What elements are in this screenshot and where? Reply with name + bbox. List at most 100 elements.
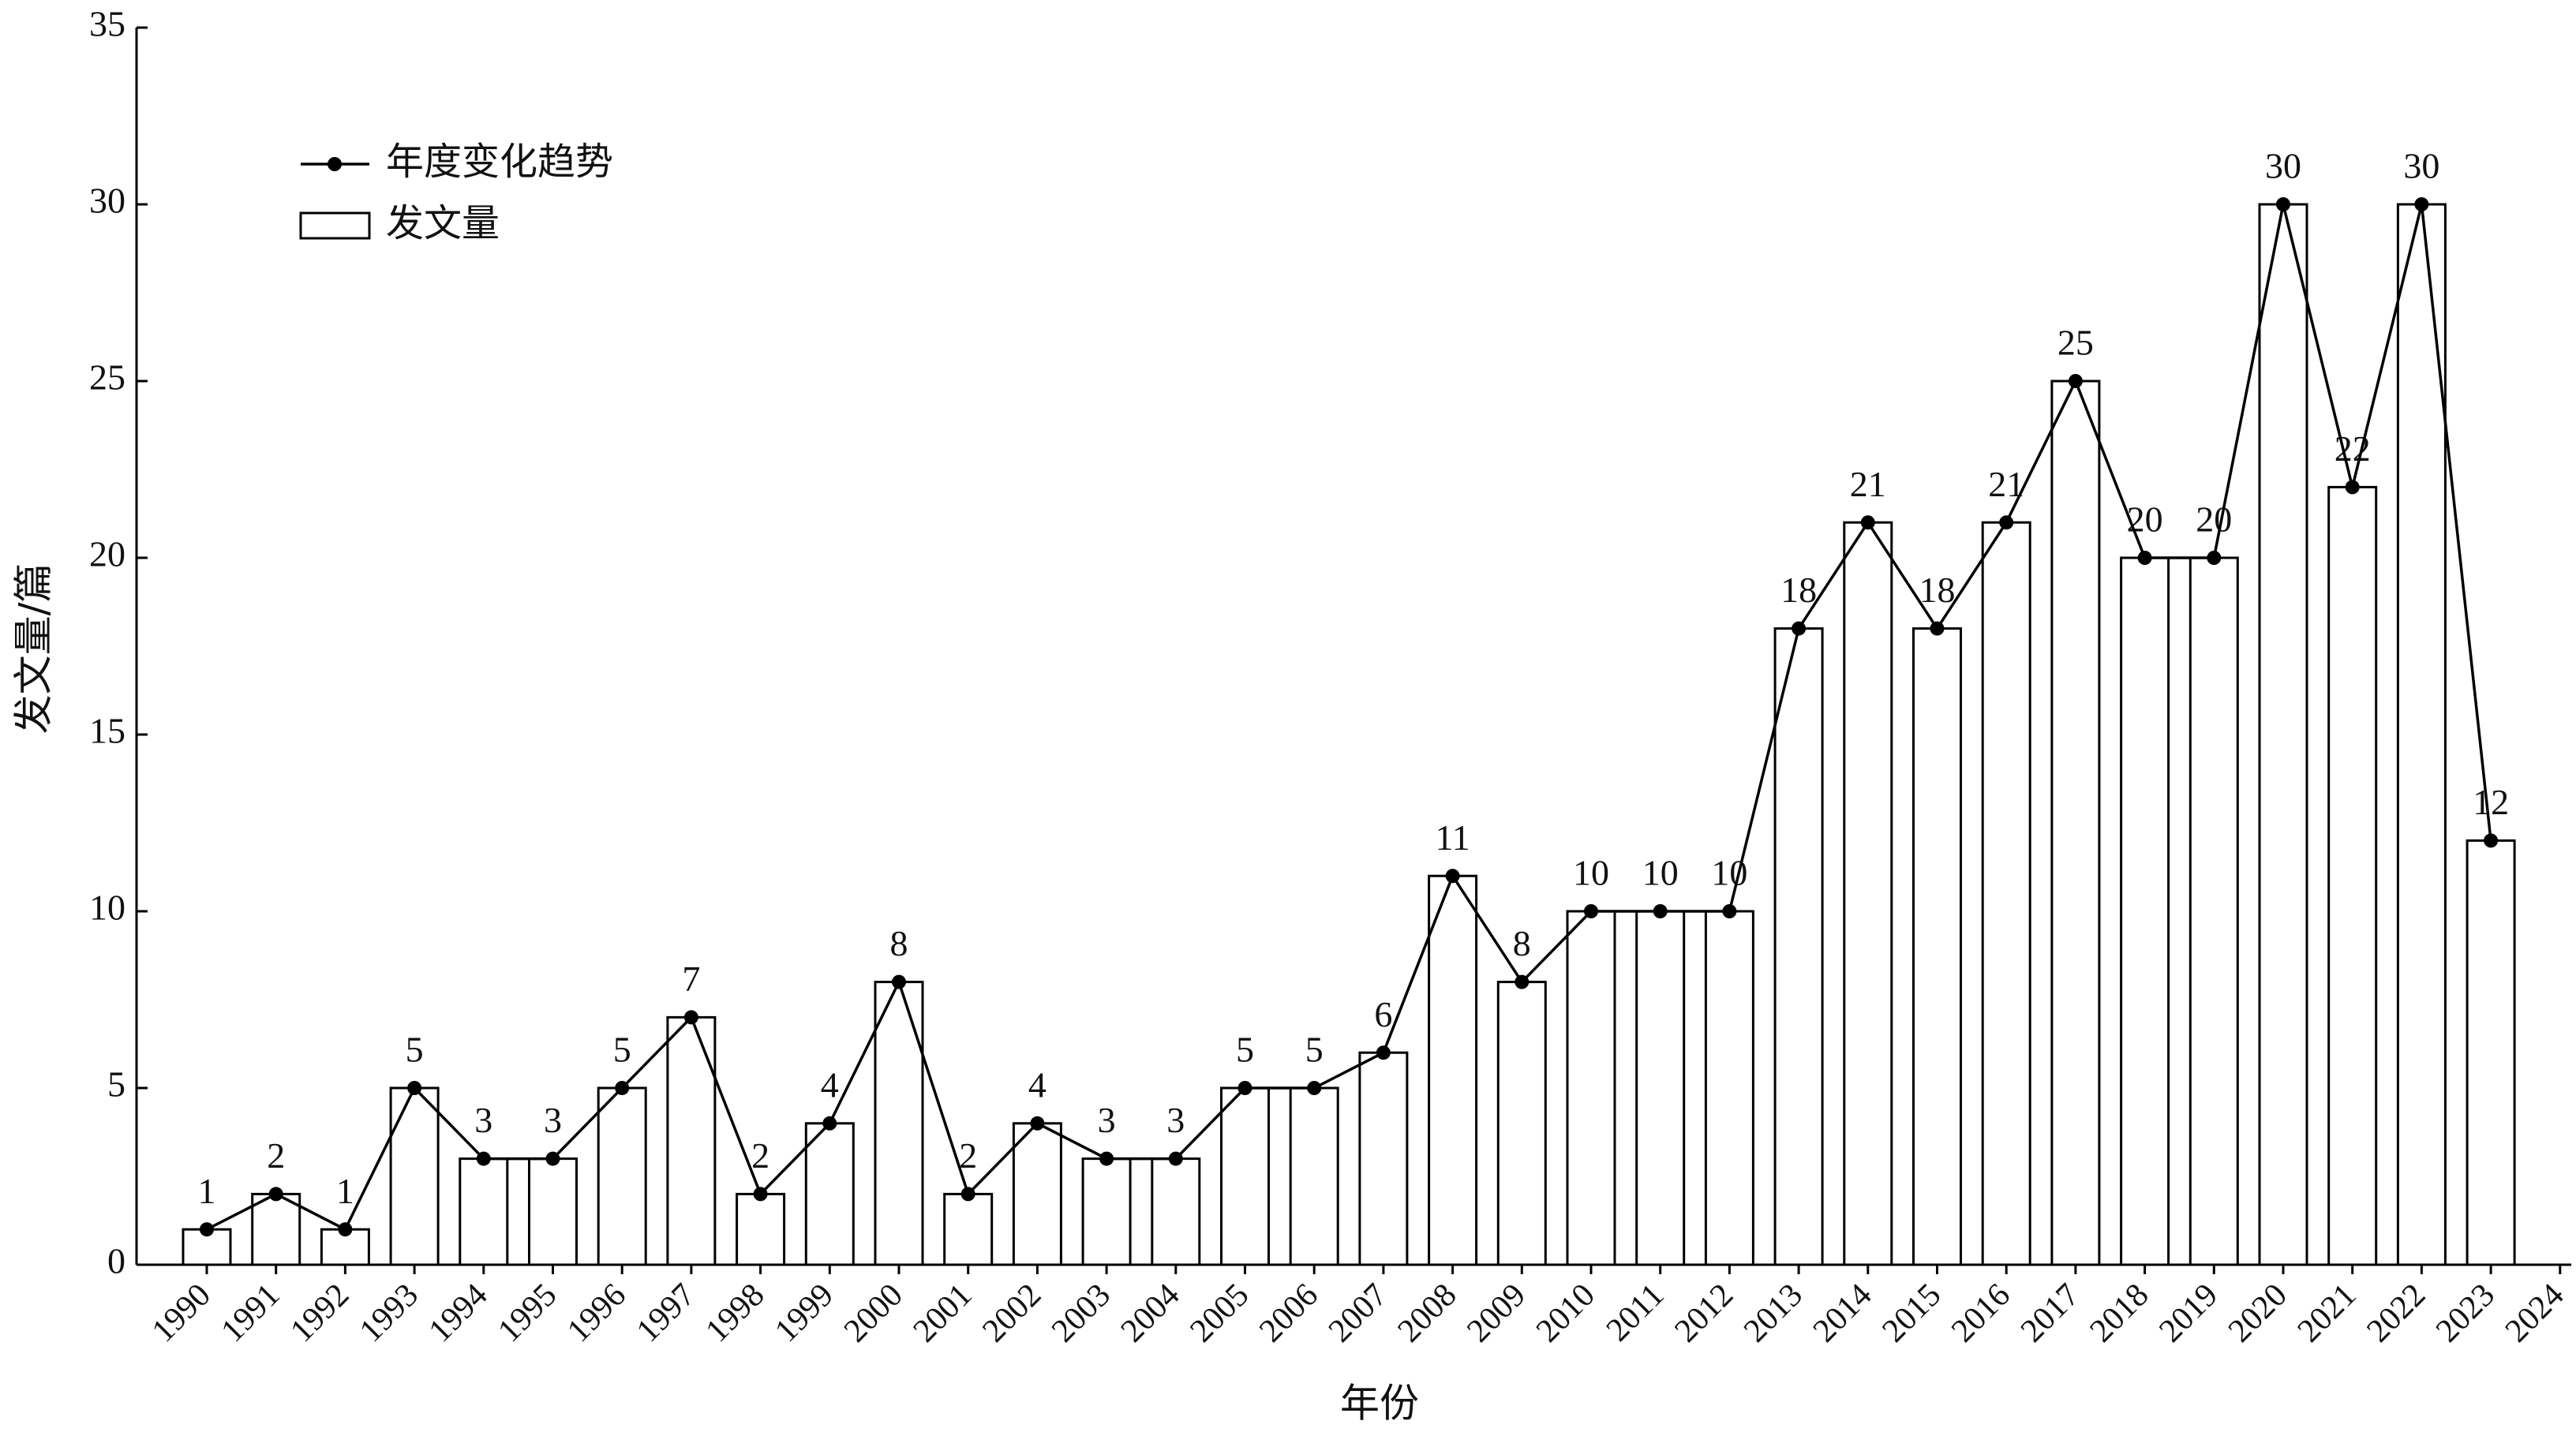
- y-tick-label: 35: [89, 4, 125, 44]
- trend-line: [206, 204, 2492, 1232]
- y-tick-label: 15: [89, 711, 125, 751]
- bar: [528, 1157, 578, 1266]
- x-tick-label: 1997: [630, 1277, 702, 1349]
- data-label: 3: [474, 1100, 492, 1140]
- x-tick-label: 1998: [699, 1277, 772, 1349]
- trend-point: [1722, 904, 1737, 918]
- trend-point: [1653, 904, 1668, 918]
- bar: [2466, 839, 2516, 1266]
- data-label: 3: [544, 1100, 562, 1140]
- data-label: 10: [1573, 853, 1609, 893]
- trend-point: [2207, 551, 2222, 565]
- bar: [251, 1192, 301, 1266]
- x-tick-label: 2002: [975, 1277, 1048, 1349]
- data-label: 6: [1374, 994, 1392, 1034]
- data-label: 8: [1513, 923, 1531, 963]
- x-tick-label: 2003: [1045, 1277, 1118, 1349]
- data-label: 30: [2403, 146, 2439, 186]
- trend-point: [1168, 1151, 1183, 1166]
- bar: [459, 1157, 509, 1266]
- trend-point: [1999, 515, 2014, 530]
- bar: [1081, 1157, 1132, 1266]
- data-label: 5: [613, 1030, 631, 1070]
- bar: [1704, 910, 1754, 1266]
- data-label: 30: [2265, 146, 2301, 186]
- legend-label: 年度变化趋势: [386, 140, 613, 184]
- x-tick-label: 2013: [1737, 1277, 1810, 1349]
- bar: [1220, 1086, 1270, 1266]
- bar: [1773, 627, 1824, 1266]
- x-tick-label: 2020: [2222, 1277, 2294, 1349]
- y-tick-label: 10: [89, 888, 125, 928]
- trend-point: [1099, 1151, 1114, 1166]
- x-tick-label: 2019: [2152, 1277, 2225, 1349]
- trend-point: [1930, 621, 1945, 636]
- data-label: 8: [890, 923, 908, 963]
- x-tick-label: 1996: [560, 1277, 633, 1349]
- y-tick-label: 25: [89, 357, 125, 398]
- data-label: 3: [1166, 1100, 1185, 1140]
- trend-point: [1860, 515, 1875, 530]
- y-tick-label: 30: [89, 181, 125, 221]
- legend-label: 发文量: [386, 201, 500, 245]
- trend-point: [1030, 1116, 1045, 1131]
- data-label: 5: [1236, 1030, 1254, 1070]
- data-label: 5: [406, 1030, 424, 1070]
- bar: [1635, 910, 1686, 1266]
- data-label: 2: [751, 1135, 769, 1176]
- bar: [1843, 521, 1893, 1266]
- x-tick-label: 2015: [1875, 1277, 1948, 1349]
- trend-point: [822, 1116, 837, 1131]
- bar: [1912, 627, 1962, 1266]
- x-tick-label: 2023: [2429, 1277, 2502, 1349]
- x-tick-label: 2016: [1945, 1277, 2017, 1349]
- y-tick-label: 20: [89, 534, 125, 574]
- x-tick-label: 2004: [1114, 1277, 1187, 1349]
- trend-point: [2345, 480, 2360, 495]
- x-tick-label: 1990: [145, 1277, 218, 1349]
- trend-point: [2276, 197, 2290, 211]
- data-label: 11: [1435, 817, 1470, 858]
- bar: [2258, 203, 2308, 1266]
- legend-swatch: [299, 211, 371, 240]
- bar: [1012, 1122, 1062, 1266]
- trend-point: [268, 1187, 283, 1202]
- trend-point: [545, 1151, 560, 1166]
- trend-point: [407, 1081, 422, 1095]
- trend-point: [753, 1187, 768, 1202]
- bar: [2050, 379, 2101, 1266]
- trend-point: [476, 1151, 491, 1166]
- trend-point: [1792, 621, 1807, 636]
- bar: [1981, 521, 2031, 1266]
- trend-point: [1376, 1045, 1391, 1060]
- x-tick-label: 1991: [215, 1277, 287, 1349]
- trend-point: [2414, 197, 2429, 211]
- legend-marker: [328, 157, 342, 171]
- trend-point: [892, 974, 906, 989]
- bar: [874, 981, 924, 1266]
- data-label: 2: [267, 1135, 285, 1176]
- data-label: 3: [1098, 1100, 1116, 1140]
- x-tick-label: 1994: [422, 1277, 495, 1349]
- data-label: 21: [1850, 464, 1886, 504]
- data-label: 5: [1305, 1030, 1324, 1070]
- bar: [1428, 874, 1478, 1266]
- x-tick-label: 2009: [1460, 1277, 1533, 1349]
- data-label: 2: [959, 1135, 977, 1176]
- x-tick-label: 2017: [2014, 1277, 2087, 1349]
- trend-point: [1237, 1081, 1252, 1095]
- data-label: 7: [682, 959, 700, 999]
- trend-point: [338, 1222, 353, 1237]
- y-axis-label: 发文量/篇: [11, 563, 57, 735]
- trend-point: [2484, 833, 2499, 848]
- x-tick-label: 2012: [1668, 1277, 1740, 1349]
- data-label: 4: [821, 1064, 839, 1105]
- bar: [2327, 485, 2378, 1266]
- bar: [597, 1086, 647, 1266]
- bar: [1289, 1086, 1339, 1266]
- trend-point: [1307, 1081, 1322, 1095]
- trend-point: [200, 1222, 214, 1237]
- trend-point: [1515, 974, 1530, 989]
- trend-point: [683, 1010, 698, 1025]
